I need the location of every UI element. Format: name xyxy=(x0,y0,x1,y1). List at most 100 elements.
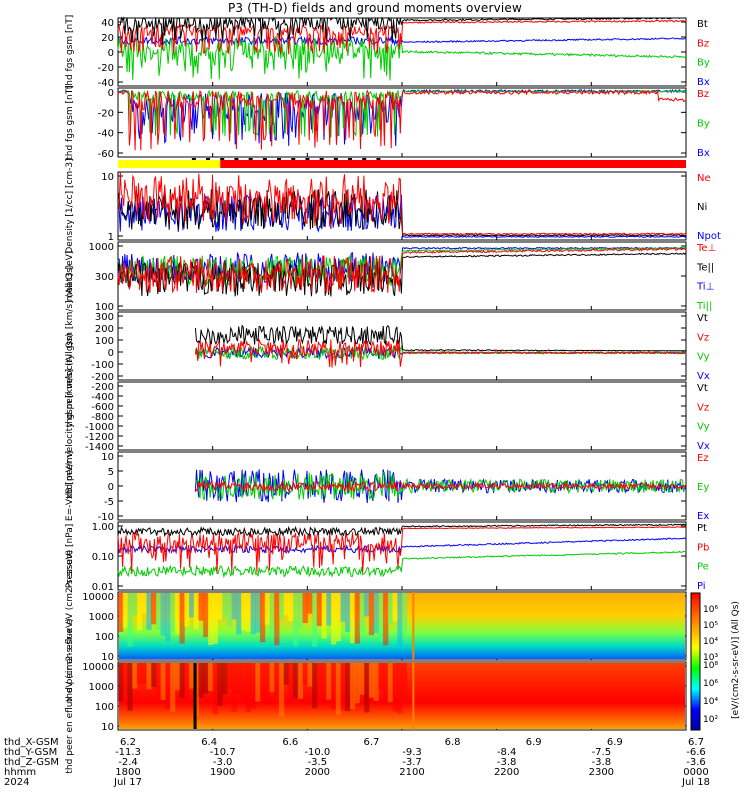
spectrogram-band xyxy=(364,663,370,713)
legend-pt: Pt xyxy=(697,523,707,534)
status-bar-segment xyxy=(220,160,687,168)
status-mark xyxy=(305,158,310,160)
spectrogram-band xyxy=(245,663,252,713)
spectrogram-band xyxy=(321,663,327,705)
colorbar-label: [eV/(cm2-s-sr-eV)] (All Qs) xyxy=(731,601,741,719)
time-axis-row-label: hhmm xyxy=(4,767,36,778)
spectrogram-band xyxy=(179,663,185,698)
panel-ylabel: moat3 [eV] xyxy=(65,251,75,302)
spectrogram-band xyxy=(151,593,157,625)
spectrogram-band xyxy=(217,593,223,620)
status-mark xyxy=(191,158,196,160)
spectrogram-band xyxy=(392,663,398,712)
panel-ylabel: E=-VxB [mV/m] xyxy=(65,451,75,521)
ytick-label: 10 xyxy=(101,722,114,733)
time-axis-date: Jul 18 xyxy=(681,777,710,788)
spectrogram-band xyxy=(359,663,365,695)
spectrogram-band xyxy=(331,593,337,645)
spectrogram-band xyxy=(378,593,384,642)
spectrogram-band xyxy=(226,593,233,627)
panel-1: thd fgs gsm [nT] 0 -20 -40 -60 Bz By Bx xyxy=(65,85,710,160)
ytick-label: -20 xyxy=(98,108,114,119)
ytick-label: 10000 xyxy=(82,592,114,603)
spectrogram-band xyxy=(203,663,209,694)
spectrogram-band xyxy=(283,593,289,616)
spectrogram-gap xyxy=(193,663,197,729)
spectrogram-band xyxy=(160,593,166,636)
time-axis-hhmm: 2200 xyxy=(494,767,519,778)
ytick-label: -400 xyxy=(91,392,114,403)
spectrogram-band xyxy=(207,593,214,646)
panel-10: thd peer en eflux eV (cm2-s-sr-eV) 100001… xyxy=(65,618,687,774)
spectrogram-band xyxy=(302,663,308,686)
time-axis-hhmm: 1900 xyxy=(210,767,235,778)
time-axis-hhmm: 1800 xyxy=(115,767,140,778)
ytick-label: 0 xyxy=(108,482,114,493)
spectrogram-band xyxy=(269,663,275,693)
status-mark xyxy=(277,158,282,160)
legend-ey: Ey xyxy=(697,482,709,493)
ytick-label: -10 xyxy=(98,512,114,523)
panel-0: thd fgs gsm [nT] 40 20 0 -20 -40 Bt Bz By Bx xyxy=(65,15,710,90)
colorbar-tick: 10⁸ xyxy=(703,661,718,671)
colorbar-tick: 10³ xyxy=(703,653,718,663)
spectrogram-band xyxy=(118,593,124,633)
spectrogram-band xyxy=(146,663,152,690)
spectrogram-band xyxy=(160,663,166,700)
spectrogram-band xyxy=(174,593,181,635)
spectrogram-band xyxy=(226,663,233,690)
status-mark xyxy=(376,158,381,160)
spectrogram-band xyxy=(132,593,138,617)
spectrogram-band xyxy=(136,663,143,685)
legend-vy: Vy xyxy=(697,352,710,363)
spectrogram-band xyxy=(312,593,318,647)
spectrogram-band xyxy=(387,663,394,703)
time-axis-value: -6.6 xyxy=(686,747,706,758)
ytick-label: -1000 xyxy=(85,422,114,433)
legend-vt: Vt xyxy=(697,313,708,324)
status-mark xyxy=(262,158,267,160)
spectrogram-band xyxy=(222,593,228,619)
legend-ti: Ti⊥ xyxy=(696,282,714,293)
ytick-label: 1 xyxy=(108,232,114,243)
spectrogram-band xyxy=(293,663,299,699)
legend-vz: Vz xyxy=(697,332,709,343)
time-axis-value: -2.4 xyxy=(118,757,138,768)
spectrogram-band xyxy=(383,593,389,646)
status-mark xyxy=(333,158,338,160)
spectrogram-band xyxy=(368,593,375,636)
spectrogram-band xyxy=(127,663,133,711)
status-mark xyxy=(248,158,253,160)
spectrogram-band xyxy=(198,663,204,698)
ytick-label: -20 xyxy=(98,63,114,74)
spectrogram-band xyxy=(373,593,379,634)
legend-pi: Pi xyxy=(697,581,706,592)
series-line xyxy=(117,252,687,297)
spectrogram-band xyxy=(127,593,133,647)
spectrogram-band xyxy=(189,593,195,618)
spectrogram-band xyxy=(151,663,157,687)
panel-6: thd peer velocity gsm [km/s] (All Qs) -20… xyxy=(65,333,710,499)
spectrogram-band xyxy=(260,593,266,643)
spectrogram-band xyxy=(402,593,408,634)
spectrogram-band xyxy=(132,663,138,689)
spectrogram-band xyxy=(250,593,256,635)
time-axis-value: -8.4 xyxy=(497,747,517,758)
time-axis-value: -9.3 xyxy=(402,747,422,758)
spectrogram-band xyxy=(241,593,247,631)
ytick-label: 0 xyxy=(108,48,114,59)
legend-vz: Vz xyxy=(697,402,709,413)
spectrogram-band xyxy=(198,593,204,621)
time-axis-hhmm: 2100 xyxy=(399,767,424,778)
spectrogram-band xyxy=(340,593,346,622)
legend-by: By xyxy=(697,119,710,130)
ytick-label: -200 xyxy=(91,382,114,393)
status-mark xyxy=(206,158,211,160)
spectrogram-band xyxy=(236,663,242,695)
spectrogram-band xyxy=(212,663,218,715)
ytick-label: -40 xyxy=(98,129,114,140)
colorbar-gradient xyxy=(690,592,701,731)
spectrogram-band xyxy=(245,593,252,632)
panel-frame xyxy=(117,381,687,451)
